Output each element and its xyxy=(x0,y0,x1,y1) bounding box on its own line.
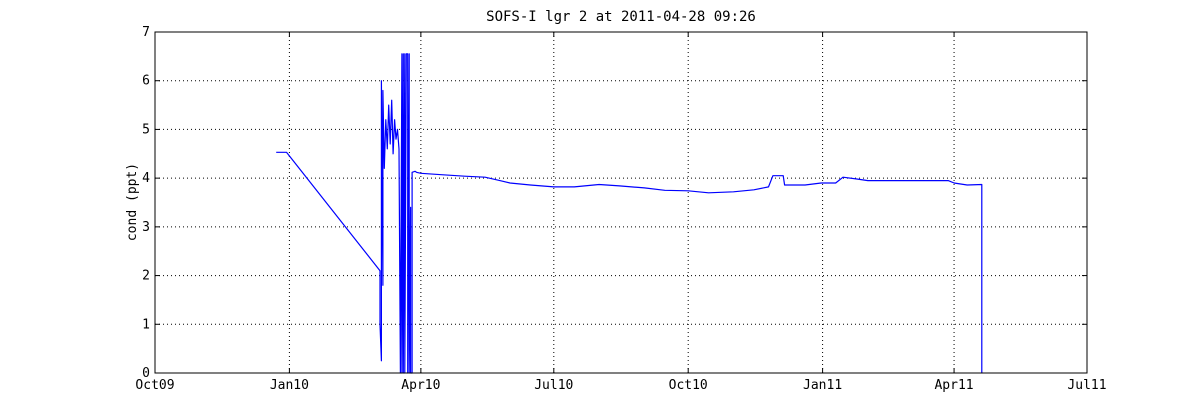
x-tick-label: Jul10 xyxy=(534,378,573,393)
x-tick-label: Apr11 xyxy=(934,378,973,393)
x-tick-label: Jul11 xyxy=(1067,378,1106,393)
grid xyxy=(155,32,1087,373)
y-tick-label: 1 xyxy=(142,317,150,332)
x-tick-label: Oct09 xyxy=(135,378,174,393)
y-axis-label: cond (ppt) xyxy=(125,163,140,241)
ticks: Oct09 Jan10 Apr10 Jul10 Oct10 Jan11 Apr11 Jul11… xyxy=(135,25,1106,393)
y-tick-label: 6 xyxy=(142,74,150,89)
series-line xyxy=(276,53,983,374)
y-tick-label: 0 xyxy=(142,366,150,381)
y-tick-label: 3 xyxy=(142,220,150,235)
x-tick-label: Jan11 xyxy=(803,378,842,393)
y-tick-label: 7 xyxy=(142,25,150,40)
y-tick-label: 5 xyxy=(142,122,150,137)
y-tick-label: 4 xyxy=(142,171,150,186)
x-tick-label: Jan10 xyxy=(270,378,309,393)
x-tick-label: Oct10 xyxy=(669,378,708,393)
y-tick-label: 2 xyxy=(142,269,150,284)
plot-area xyxy=(276,53,983,374)
x-tick-label: Apr10 xyxy=(401,378,440,393)
axes-box xyxy=(154,31,1088,374)
chart-title: SOFS-I lgr 2 at 2011-04-28 09:26 xyxy=(486,9,756,25)
